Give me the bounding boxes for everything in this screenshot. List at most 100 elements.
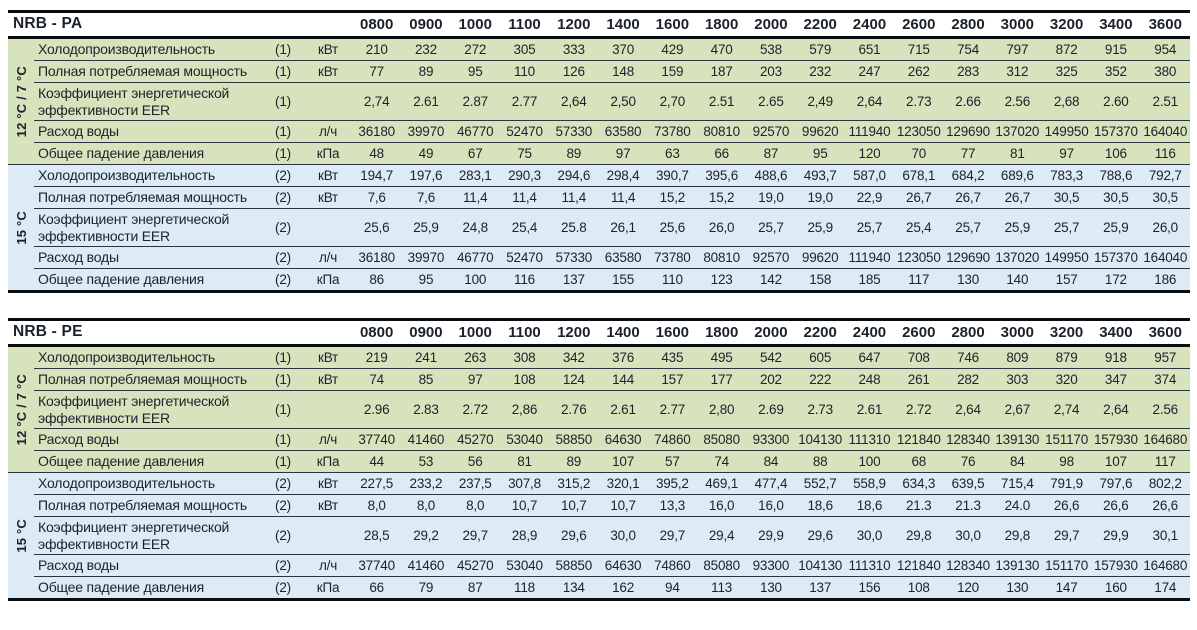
- value-cell: 29,2: [401, 516, 451, 555]
- value-cell: 21.3: [943, 494, 993, 517]
- value-cell: 46770: [450, 246, 500, 269]
- value-cell: 470: [697, 37, 747, 61]
- value-cell: 26,7: [992, 186, 1042, 209]
- value-cell: 85: [401, 368, 451, 391]
- value-cell: 248: [844, 368, 895, 391]
- value-cell: 30,1: [1140, 516, 1190, 555]
- parameter-label: Общее падение давления: [34, 142, 262, 165]
- value-cell: 261: [894, 368, 944, 391]
- value-cell: 2,64: [943, 390, 993, 429]
- size-column-header: 3000: [992, 11, 1042, 38]
- value-cell: 26,6: [1140, 494, 1190, 517]
- value-cell: 282: [943, 368, 993, 391]
- value-cell: 708: [894, 345, 944, 369]
- size-column-header: 3600: [1140, 11, 1190, 38]
- size-column-header: 0800: [352, 319, 402, 346]
- temperature-side-label: 15 °C: [8, 472, 34, 600]
- value-cell: 2,64: [549, 82, 599, 121]
- value-cell: 18,6: [844, 494, 895, 517]
- value-cell: 30,5: [1041, 186, 1092, 209]
- value-cell: 788,6: [1091, 164, 1141, 187]
- value-cell: 2.96: [352, 390, 402, 429]
- value-cell: 194,7: [352, 164, 402, 187]
- value-cell: 25,7: [746, 208, 796, 247]
- value-cell: 157370: [1091, 246, 1141, 269]
- value-cell: 107: [1091, 450, 1141, 473]
- value-cell: 879: [1041, 345, 1092, 369]
- page: NRB - PA 0800 0900 1000 1100 1200 1400 1600 180…: [8, 10, 1190, 602]
- section-green: 12 °C / 7 °C Холодопроизводительность (1) к…: [8, 345, 1190, 473]
- value-cell: 75: [499, 142, 550, 165]
- unit-label: л/ч: [304, 554, 353, 577]
- value-cell: 2.73: [894, 82, 944, 121]
- table-row: Общее падение давления (1) кПа 44 53 56 81 89 10…: [8, 450, 1190, 473]
- table-row: Полная потребляемая мощность (1) кВт 74 85 97…: [8, 368, 1190, 391]
- parameter-label: Полная потребляемая мощность: [34, 60, 262, 83]
- value-cell: 25,7: [1041, 208, 1092, 247]
- value-cell: 104130: [795, 428, 845, 451]
- size-column-header: 3000: [992, 319, 1042, 346]
- table-header: NRB - PE 0800 0900 1000 1100 1200 1400 1600 180…: [8, 319, 1190, 346]
- value-cell: 48: [352, 142, 402, 165]
- size-column-header: 0800: [352, 11, 402, 38]
- value-cell: 307,8: [499, 472, 550, 495]
- value-cell: 2.61: [401, 82, 451, 121]
- size-column-header: 1800: [696, 319, 747, 346]
- value-cell: 104130: [795, 554, 845, 577]
- value-cell: 92570: [746, 120, 796, 143]
- value-cell: 232: [401, 37, 451, 61]
- value-cell: 8,0: [352, 494, 402, 517]
- temperature-side-label: 12 °C / 7 °C: [8, 345, 34, 473]
- value-cell: 2.72: [450, 390, 500, 429]
- value-cell: 186: [1140, 268, 1190, 292]
- value-cell: 126: [549, 60, 599, 83]
- value-cell: 162: [598, 576, 648, 600]
- temperature-side-label-text: 12 °C / 7 °C: [13, 373, 29, 446]
- value-cell: 30,0: [844, 516, 895, 555]
- value-cell: 957: [1140, 345, 1190, 369]
- value-cell: 134: [549, 576, 599, 600]
- value-cell: 2.69: [746, 390, 796, 429]
- value-cell: 111940: [844, 246, 895, 269]
- size-column-header: 0900: [401, 319, 451, 346]
- unit-label: кПа: [304, 142, 353, 165]
- value-cell: 2,74: [1041, 390, 1092, 429]
- value-cell: 74: [352, 368, 402, 391]
- value-cell: 88: [795, 450, 845, 473]
- value-cell: 542: [746, 345, 796, 369]
- unit-label: кВт: [304, 186, 353, 209]
- footnote-ref: (1): [262, 142, 304, 165]
- footnote-ref: (1): [262, 82, 304, 121]
- value-cell: 15,2: [697, 186, 747, 209]
- value-cell: 66: [697, 142, 747, 165]
- value-cell: 164040: [1140, 120, 1190, 143]
- value-cell: 16,0: [696, 494, 747, 517]
- value-cell: 123050: [894, 120, 944, 143]
- value-cell: 797: [992, 37, 1042, 61]
- value-cell: 237,5: [450, 472, 500, 495]
- size-column-header: 1800: [697, 11, 747, 38]
- value-cell: 477,4: [746, 472, 796, 495]
- value-cell: 2.60: [1091, 82, 1141, 121]
- value-cell: 187: [697, 60, 747, 83]
- footnote-ref: (1): [262, 37, 304, 61]
- value-cell: 715,4: [992, 472, 1042, 495]
- value-cell: 129690: [943, 246, 993, 269]
- value-cell: 325: [1041, 60, 1092, 83]
- value-cell: 797,6: [1091, 472, 1141, 495]
- value-cell: 94: [647, 576, 697, 600]
- value-cell: 137020: [992, 120, 1042, 143]
- value-cell: 73780: [647, 246, 697, 269]
- size-column-header: 1600: [647, 319, 697, 346]
- value-cell: 2.61: [598, 390, 648, 429]
- section-blue: 15 °C Холодопроизводительность (2) кВт 194,7…: [8, 164, 1190, 292]
- value-cell: 558,9: [844, 472, 895, 495]
- value-cell: 13,3: [647, 494, 697, 517]
- value-cell: 11,4: [598, 186, 648, 209]
- value-cell: 210: [352, 37, 402, 61]
- value-cell: 395,2: [647, 472, 697, 495]
- table-row: Коэффициент энергетической эффективности…: [8, 82, 1190, 121]
- value-cell: 97: [450, 368, 500, 391]
- value-cell: 605: [795, 345, 845, 369]
- value-cell: 233,2: [401, 472, 451, 495]
